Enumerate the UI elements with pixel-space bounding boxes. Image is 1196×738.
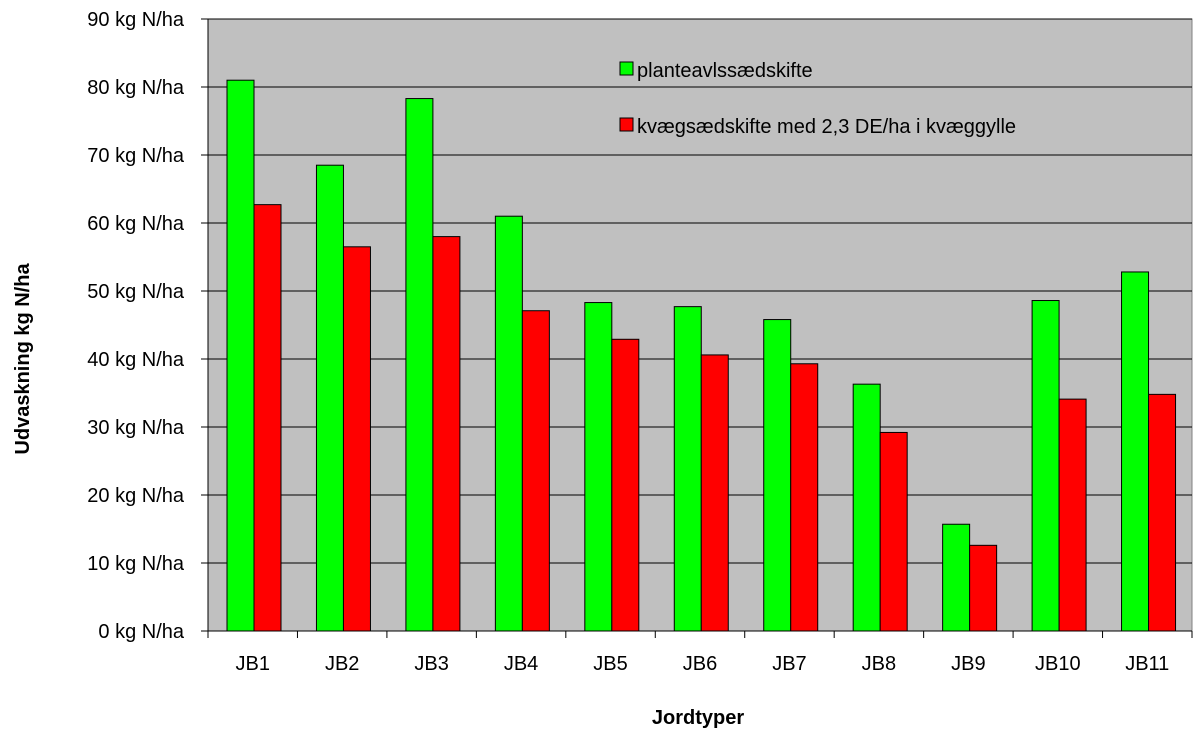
- y-tick-label: 30 kg N/ha: [87, 417, 185, 439]
- x-tick-label: JB8: [862, 653, 896, 675]
- x-axis-title: Jordtyper: [652, 707, 744, 729]
- bar-series2-jb1: [253, 204, 282, 632]
- bar-series1-jb8: [852, 383, 881, 632]
- bar-series1-jb11: [1121, 271, 1150, 632]
- legend-swatch-2: [619, 117, 634, 132]
- bar-series2-jb2: [342, 246, 371, 632]
- legend: planteavlssædskifte kvægsædskifte med 2,3…: [619, 60, 1016, 138]
- bar-series1-jb9: [942, 523, 971, 632]
- x-tick-label: JB5: [593, 653, 627, 675]
- bar-series1-jb1: [226, 79, 255, 632]
- bar-series1-jb3: [405, 98, 434, 632]
- bar-series1-jb2: [315, 164, 344, 632]
- y-tick-label: 70 kg N/ha: [87, 145, 185, 167]
- y-tick-label: 90 kg N/ha: [87, 9, 185, 31]
- bars: [226, 79, 1177, 632]
- x-tick-label: JB6: [683, 653, 717, 675]
- bar-series2-jb4: [521, 310, 550, 632]
- bar-series2-jb9: [969, 544, 998, 632]
- bar-series2-jb3: [432, 236, 461, 632]
- bar-series1-jb6: [673, 306, 702, 632]
- tick-labels: 0 kg N/ha 10 kg N/ha 20 kg N/ha 30 kg N/ha 4…: [87, 9, 1169, 675]
- axes: [201, 18, 1193, 638]
- bar-series2-jb10: [1058, 398, 1087, 632]
- y-tick-label: 60 kg N/ha: [87, 213, 185, 235]
- x-tick-label: JB11: [1125, 653, 1169, 675]
- y-tick-label: 40 kg N/ha: [87, 349, 185, 371]
- y-axis-title: Udvaskning kg N/ha: [12, 263, 34, 455]
- y-tick-label: 10 kg N/ha: [87, 553, 185, 575]
- x-tick-label: JB1: [235, 653, 269, 675]
- y-tick-label: 20 kg N/ha: [87, 485, 185, 507]
- x-tick-label: JB2: [325, 653, 359, 675]
- bar-series2-jb6: [700, 354, 729, 632]
- bar-series2-jb5: [611, 338, 640, 632]
- x-tick-label: JB3: [414, 653, 448, 675]
- bar-series1-jb7: [763, 319, 792, 632]
- bar-series2-jb7: [790, 363, 819, 632]
- legend-label-1: planteavlssædskifte: [637, 60, 813, 82]
- x-tick-label: JB4: [504, 653, 538, 675]
- bar-series1-jb5: [584, 302, 613, 632]
- bar-series1-jb10: [1031, 300, 1060, 632]
- bar-series1-jb4: [494, 215, 523, 632]
- y-tick-label: 50 kg N/ha: [87, 281, 185, 303]
- bar-series2-jb8: [879, 431, 908, 632]
- bar-series2-jb11: [1148, 393, 1177, 632]
- y-tick-label: 80 kg N/ha: [87, 77, 185, 99]
- legend-swatch-1: [619, 61, 634, 76]
- legend-label-2: kvægsædskifte med 2,3 DE/ha i kvæggylle: [637, 116, 1016, 138]
- x-tick-label: JB9: [951, 653, 985, 675]
- x-tick-label: JB7: [772, 653, 806, 675]
- x-tick-label: JB10: [1035, 653, 1081, 675]
- y-tick-label: 0 kg N/ha: [98, 621, 184, 643]
